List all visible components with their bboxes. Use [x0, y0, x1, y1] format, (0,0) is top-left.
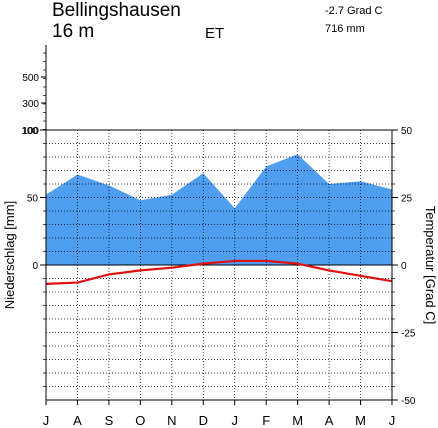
month-label: S — [105, 413, 114, 428]
left-tick-label: 50 — [27, 194, 39, 205]
right-tick-label: 25 — [401, 194, 413, 205]
month-label: O — [135, 413, 145, 428]
right-tick-label: -50 — [401, 396, 416, 407]
right-tick-label: 0 — [401, 261, 407, 272]
right-axis-label: Temperatur [Grad C] — [423, 206, 438, 325]
climate-class: ET — [205, 25, 225, 42]
month-label: J — [231, 413, 238, 428]
right-tick-label: -25 — [401, 329, 416, 340]
left-tick-label: 0 — [32, 261, 38, 272]
right-tick-label: 50 — [401, 126, 413, 137]
month-label: M — [292, 413, 303, 428]
left-tick-label: 100 — [21, 126, 38, 137]
station-name: Bellingshausen — [52, 0, 181, 21]
month-label: F — [262, 413, 270, 428]
temperature-line — [45, 259, 393, 285]
month-label: J — [389, 413, 396, 428]
upper-tick-label: 500 — [22, 73, 39, 84]
month-label: M — [355, 413, 366, 428]
month-label: N — [167, 413, 176, 428]
left-axis-label: Niederschlag [mm] — [2, 201, 17, 309]
upper-tick-label: 100 — [22, 126, 39, 137]
month-label: D — [199, 413, 208, 428]
precipitation-area — [46, 154, 392, 265]
month-label: J — [43, 413, 50, 428]
upper-tick-label: 300 — [22, 99, 39, 110]
month-label: A — [73, 413, 82, 428]
station-elevation: 16 m — [52, 21, 95, 42]
annual-precipitation: 716 mm — [325, 23, 365, 35]
annual-temperature: -2.7 Grad C — [325, 5, 383, 17]
month-label: A — [325, 413, 334, 428]
